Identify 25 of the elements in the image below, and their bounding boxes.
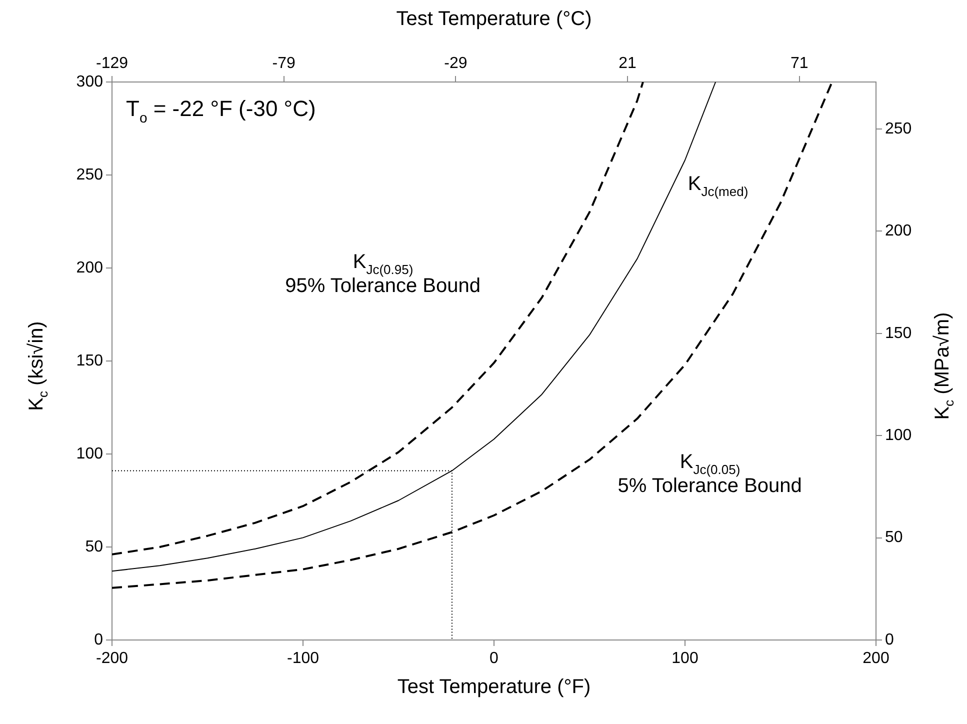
y2-tick-label: 200 — [885, 222, 912, 240]
x2-tick-label: 71 — [790, 54, 808, 72]
x2-tick-label: -129 — [96, 54, 128, 72]
y2-tick-label: 50 — [885, 529, 903, 546]
x2-axis-title: Test Temperature (°C) — [396, 8, 592, 31]
y-tick-label: 250 — [76, 166, 104, 184]
y-tick-label: 150 — [76, 352, 104, 370]
y2-tick-label: 150 — [885, 324, 912, 342]
x2-tick-label: -79 — [272, 54, 296, 72]
x-tick-label: 100 — [672, 650, 698, 668]
y2-tick-label: 0 — [885, 631, 894, 648]
x-tick-label: -200 — [96, 650, 128, 668]
x-tick-label: 0 — [490, 650, 499, 668]
x-tick-label: -100 — [286, 650, 320, 668]
y2-tick-label: 250 — [885, 120, 912, 138]
x-axis-title: Test Temperature (°F) — [397, 676, 591, 699]
y-tick-label: 100 — [76, 445, 104, 462]
x-tick-label: 200 — [862, 650, 890, 668]
y-tick-label: 0 — [94, 631, 104, 648]
y-tick-label: 50 — [85, 538, 104, 556]
y2-tick-label: 100 — [885, 427, 912, 444]
y-tick-label: 300 — [76, 73, 104, 90]
x2-tick-label: 21 — [618, 54, 637, 72]
x2-tick-label: -29 — [444, 54, 468, 72]
y-tick-label: 200 — [76, 259, 104, 276]
